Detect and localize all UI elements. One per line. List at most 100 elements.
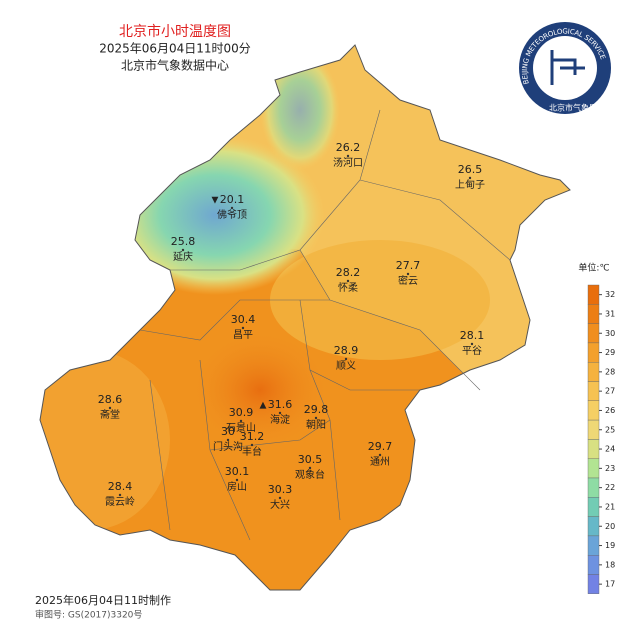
legend-swatch bbox=[587, 323, 600, 344]
legend-tick-label: 24 bbox=[605, 445, 615, 454]
station-temp: 20.1 bbox=[220, 193, 245, 206]
station-dot bbox=[378, 453, 382, 457]
station-temp: 29.7 bbox=[368, 440, 393, 453]
legend-swatch bbox=[587, 304, 600, 324]
station-name: 门头沟 bbox=[213, 440, 243, 453]
station-name: 观象台 bbox=[295, 468, 325, 481]
legend-swatch bbox=[587, 555, 600, 575]
station-dot bbox=[308, 466, 312, 470]
legend-swatch bbox=[587, 439, 600, 459]
station-temp: 25.8 bbox=[171, 235, 196, 248]
title: 北京市小时温度图 bbox=[119, 23, 231, 40]
legend-tick-label: 18 bbox=[605, 560, 615, 569]
station-name: 石景山 bbox=[226, 422, 256, 434]
legend-tick-label: 20 bbox=[605, 522, 615, 531]
station-temp: 30.9 bbox=[229, 406, 254, 419]
station-temp: 28.1 bbox=[460, 329, 485, 342]
station-dot bbox=[230, 206, 234, 210]
legend-swatch bbox=[587, 381, 600, 401]
time: 2025年06月04日11时00分 bbox=[99, 42, 251, 56]
station-dot bbox=[181, 248, 185, 252]
legend-swatch bbox=[587, 477, 600, 498]
station-temp: 28.9 bbox=[334, 344, 359, 357]
station-name: 佛爷顶 bbox=[217, 208, 247, 221]
legend-tick-label: 21 bbox=[605, 502, 615, 511]
legend-tick-label: 27 bbox=[605, 387, 615, 396]
station-dot bbox=[226, 438, 230, 442]
station-dot bbox=[468, 176, 472, 180]
legend-swatch bbox=[587, 497, 600, 517]
station-name: 密云 bbox=[398, 274, 418, 287]
legend-swatch bbox=[587, 458, 600, 479]
station-dot bbox=[118, 493, 122, 497]
station-temp: 26.2 bbox=[336, 141, 361, 154]
station-temp: 26.5 bbox=[458, 163, 483, 176]
legend-tick-label: 29 bbox=[605, 348, 615, 357]
legend-tick-label: 31 bbox=[605, 309, 615, 318]
station-dot bbox=[241, 326, 245, 330]
legend-swatch bbox=[587, 574, 600, 594]
station-name: 上甸子 bbox=[455, 178, 485, 191]
legend-swatch bbox=[587, 535, 600, 556]
station-temp: 27.7 bbox=[396, 259, 421, 272]
legend-swatch bbox=[587, 284, 600, 305]
station-dot bbox=[108, 406, 112, 410]
logo: BEIJING METEOROLOGICAL SERVICE 北京市气象局 bbox=[519, 22, 611, 114]
station-name: 怀柔 bbox=[338, 282, 358, 294]
station-dot bbox=[250, 443, 254, 447]
station-name: 房山 bbox=[227, 480, 247, 493]
station-temp: 30 bbox=[221, 425, 235, 438]
station-dot bbox=[278, 496, 282, 500]
station-dot bbox=[314, 416, 318, 420]
logo-name: 北京市气象局 bbox=[549, 103, 597, 113]
footer-made: 2025年06月04日11时制作 bbox=[35, 593, 171, 607]
station-name: 霞云岭 bbox=[105, 495, 135, 508]
legend-swatch bbox=[587, 516, 600, 537]
station-dot bbox=[278, 411, 282, 415]
station-name: 汤河口 bbox=[333, 156, 363, 169]
legend-tick-label: 28 bbox=[605, 367, 615, 376]
legend-tick-label: 32 bbox=[605, 290, 615, 299]
legend-tick-label: 19 bbox=[605, 541, 615, 550]
station-temp: 30.4 bbox=[231, 313, 256, 326]
station-name: 延庆 bbox=[173, 250, 193, 263]
station-name: 顺义 bbox=[336, 360, 356, 372]
station-name: 昌平 bbox=[233, 329, 253, 341]
station-temp: 30.3 bbox=[268, 483, 293, 496]
station-marker: ▲ bbox=[260, 401, 267, 411]
legend-tick-label: 25 bbox=[605, 425, 615, 434]
district-lines bbox=[139, 109, 511, 541]
station-name: 通州 bbox=[370, 456, 390, 468]
station-temp: 29.8 bbox=[304, 403, 329, 416]
station-dot bbox=[239, 419, 243, 423]
station-dot bbox=[235, 478, 239, 482]
station-name: 平谷 bbox=[462, 345, 482, 357]
legend-tick-label: 17 bbox=[605, 580, 615, 589]
station-name: 丰台 bbox=[242, 445, 262, 458]
legend-tick-label: 23 bbox=[605, 464, 615, 473]
legend-tick-label: 30 bbox=[605, 329, 615, 338]
station-temp: 28.2 bbox=[336, 266, 361, 279]
station-temp: 30.5 bbox=[298, 453, 323, 466]
legend-swatch bbox=[587, 419, 600, 440]
station-temp: 31.6 bbox=[268, 398, 293, 411]
legend-swatch bbox=[587, 342, 600, 363]
legend-swatch bbox=[587, 362, 600, 382]
station-temp: 31.2 bbox=[240, 430, 265, 443]
station-temp: 28.4 bbox=[108, 480, 133, 493]
station-name: 朝阳 bbox=[306, 419, 326, 431]
station-dot bbox=[346, 279, 350, 283]
legend-tick-label: 22 bbox=[605, 483, 615, 492]
legend-tick-label: 26 bbox=[605, 406, 615, 415]
legend-swatch bbox=[587, 400, 600, 421]
station-dot bbox=[346, 154, 350, 158]
station-name: 大兴 bbox=[270, 498, 290, 511]
station-dot bbox=[406, 272, 410, 276]
footer-approval: 审图号: GS(2017)3320号 bbox=[35, 609, 142, 621]
org: 北京市气象数据中心 bbox=[121, 58, 229, 73]
station-temp: 28.6 bbox=[98, 393, 123, 406]
station-name: 斋堂 bbox=[100, 408, 120, 421]
station-dot bbox=[470, 342, 474, 346]
station-name: 海淀 bbox=[270, 413, 290, 426]
